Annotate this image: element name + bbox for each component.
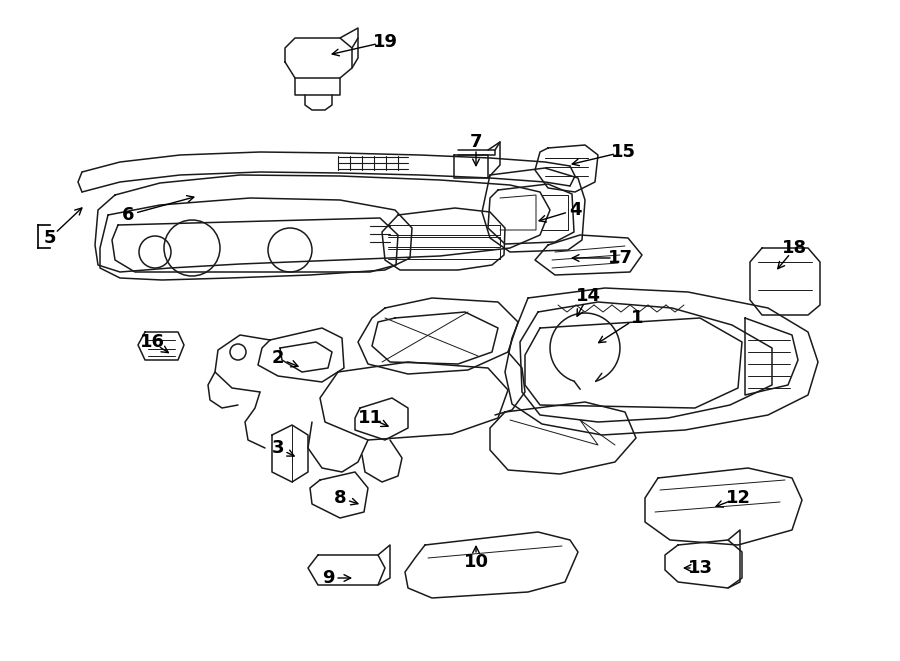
Text: 11: 11	[357, 409, 382, 427]
Text: 12: 12	[725, 489, 751, 507]
Text: 1: 1	[631, 309, 644, 327]
Text: 9: 9	[322, 569, 334, 587]
Text: 14: 14	[575, 287, 600, 305]
Text: 5: 5	[44, 229, 56, 247]
Text: 13: 13	[688, 559, 713, 577]
Text: 10: 10	[464, 553, 489, 571]
Text: 2: 2	[272, 349, 284, 367]
Text: 3: 3	[272, 439, 284, 457]
Text: 6: 6	[122, 206, 134, 224]
Text: 8: 8	[334, 489, 346, 507]
Text: 17: 17	[608, 249, 633, 267]
Text: 7: 7	[470, 133, 482, 151]
Text: 16: 16	[140, 333, 165, 351]
Text: 15: 15	[610, 143, 635, 161]
Text: 19: 19	[373, 33, 398, 51]
Text: 4: 4	[569, 201, 581, 219]
Text: 18: 18	[782, 239, 807, 257]
